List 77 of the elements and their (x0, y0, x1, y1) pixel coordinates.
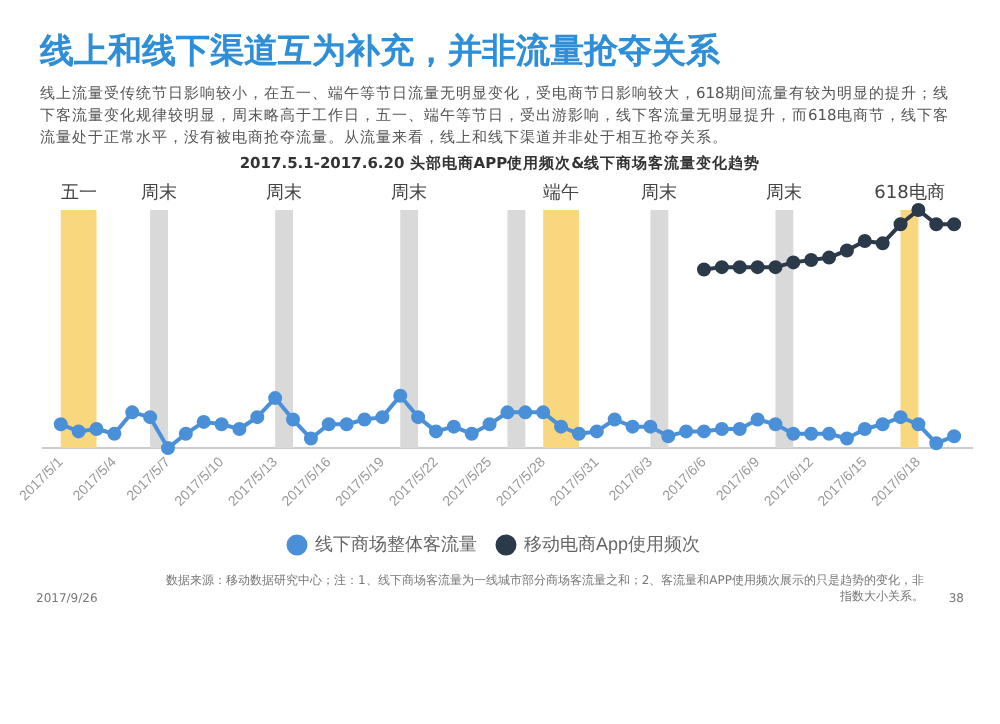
point (804, 253, 819, 267)
point (464, 426, 479, 441)
point (661, 429, 676, 444)
band-label: 端午 (543, 181, 580, 204)
point (53, 417, 68, 432)
point (89, 422, 104, 437)
point (143, 410, 158, 425)
point (857, 233, 872, 248)
point (822, 250, 837, 265)
point (786, 426, 801, 441)
point (214, 417, 229, 432)
chart-title: 线上和线下渠道互为补充，并非流量抢夺关系 (37, 30, 722, 76)
point (857, 422, 872, 437)
point (643, 419, 658, 434)
point (428, 424, 443, 439)
point (947, 429, 962, 444)
point (911, 417, 926, 432)
point (696, 424, 711, 439)
point (893, 217, 908, 232)
point (714, 422, 729, 437)
point (839, 431, 854, 446)
point (286, 412, 301, 427)
point (696, 262, 711, 277)
point (446, 419, 461, 434)
band-label: 周末 (391, 181, 428, 204)
point (750, 260, 765, 275)
point (303, 431, 318, 446)
band-label: 周末 (641, 181, 678, 204)
point (822, 426, 837, 441)
point (482, 417, 497, 432)
band-label: 五一 (60, 183, 97, 204)
point (839, 243, 854, 258)
point (125, 405, 140, 420)
point (768, 417, 783, 432)
point (786, 255, 801, 270)
point (625, 419, 640, 434)
point (160, 441, 175, 456)
point (929, 436, 944, 451)
point (875, 417, 890, 432)
band-label: 618电商 (874, 181, 945, 204)
legend-label: 线下商场整体客流量 (314, 533, 477, 554)
point (107, 426, 122, 441)
point (714, 260, 729, 275)
point (911, 203, 926, 217)
point (804, 426, 819, 441)
point (232, 422, 247, 437)
point (893, 410, 908, 425)
point (571, 426, 586, 441)
point (357, 412, 372, 427)
point (375, 410, 390, 425)
point (589, 424, 604, 439)
band-label: 周末 (766, 181, 803, 204)
point (768, 260, 783, 275)
point (732, 422, 747, 437)
point (750, 412, 765, 427)
point (500, 405, 515, 420)
point (411, 410, 426, 425)
point (679, 424, 694, 439)
point (947, 217, 962, 232)
point (339, 417, 354, 432)
point (321, 417, 336, 432)
point (393, 388, 408, 403)
point (732, 260, 747, 275)
point (250, 410, 265, 425)
point (178, 426, 193, 441)
band-label: 周末 (266, 181, 303, 204)
point (71, 424, 86, 439)
point (518, 405, 533, 420)
point (607, 412, 622, 427)
point (554, 419, 569, 434)
point (536, 405, 551, 420)
point (268, 391, 283, 406)
point (929, 217, 944, 232)
point (196, 414, 211, 429)
point (875, 236, 890, 251)
legend-label: 移动电商App使用频次 (523, 533, 701, 554)
band-label: 周末 (141, 181, 178, 204)
